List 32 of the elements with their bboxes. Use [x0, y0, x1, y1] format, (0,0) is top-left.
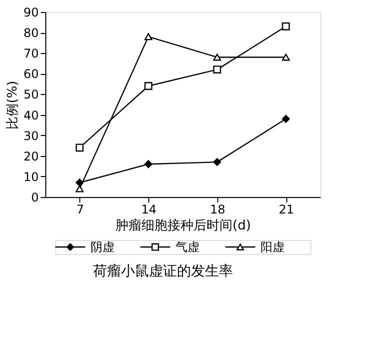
- y-axis-title: 比例(%): [5, 80, 20, 130]
- x-tick-label: 18: [210, 202, 226, 216]
- y-tick-label: 10: [23, 170, 39, 184]
- y-tick-label: 70: [23, 46, 39, 61]
- legend-label: 阳虚: [260, 240, 284, 254]
- point: [282, 54, 290, 61]
- y-tick-label: 30: [23, 128, 39, 143]
- point: [144, 82, 152, 90]
- point: [144, 33, 152, 40]
- x-tick-label: 7: [76, 202, 84, 216]
- x-tick-label: 14: [141, 202, 157, 216]
- x-tick-label: 21: [278, 202, 294, 216]
- x-axis-title: 肿瘤细胞接种后时间(d): [116, 218, 251, 234]
- y-tick-label: 60: [23, 67, 39, 82]
- point: [282, 114, 290, 123]
- y-tick-label: 90: [23, 6, 39, 20]
- point: [76, 185, 84, 192]
- point: [213, 54, 222, 61]
- point: [144, 160, 152, 168]
- text: 荷瘤小鼠虚证的发生率: [93, 264, 234, 280]
- point: [76, 144, 84, 152]
- y-tick-label: 80: [23, 26, 39, 40]
- legend-label: 气虚: [175, 240, 200, 254]
- y-tick-label: 0: [31, 190, 39, 204]
- y-tick-label: 40: [23, 108, 39, 122]
- y-tick-label: 50: [23, 88, 39, 102]
- y-tick-label: 20: [23, 149, 39, 164]
- point: [213, 66, 222, 74]
- point: [282, 22, 290, 30]
- point: [213, 158, 222, 166]
- legend-label: 阴虚: [90, 240, 114, 254]
- point: [76, 178, 84, 187]
